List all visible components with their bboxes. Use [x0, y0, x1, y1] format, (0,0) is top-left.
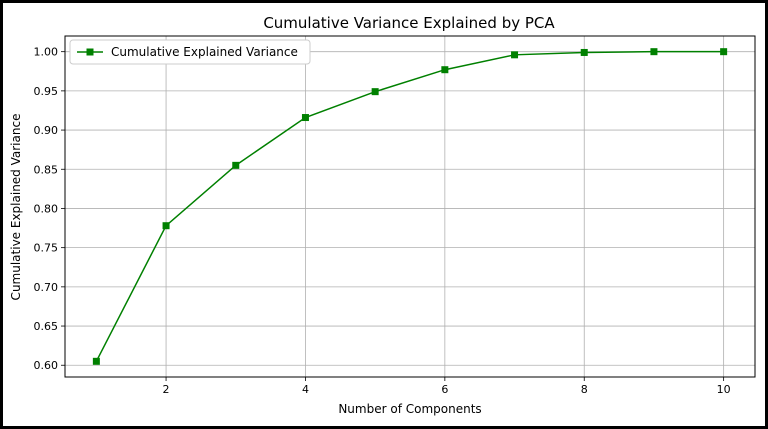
chart-svg: Cumulative Variance Explained by PCA 2 4 6…	[9, 14, 756, 416]
x-axis-title: Number of Components	[338, 402, 481, 416]
data-point-marker	[441, 66, 449, 74]
plot-area-border	[64, 35, 756, 378]
x-tick-label: 10	[717, 383, 731, 396]
series-layer	[92, 48, 728, 365]
data-point-marker	[371, 88, 379, 96]
data-point-marker	[650, 48, 658, 56]
y-tick-label: 0.60	[34, 359, 59, 372]
x-tick-label: 2	[163, 383, 170, 396]
legend: Cumulative Explained Variance	[69, 39, 311, 65]
series-line	[95, 50, 724, 362]
data-point-marker	[511, 51, 519, 59]
x-tick-label: 8	[581, 383, 588, 396]
x-tick-label: 6	[441, 383, 448, 396]
y-axis-title: Cumulative Explained Variance	[9, 114, 23, 301]
y-tick-label: 1.00	[34, 46, 59, 59]
y-tick-label: 0.65	[34, 320, 59, 333]
y-tick-label: 0.85	[34, 163, 59, 176]
y-tick-label: 0.70	[34, 281, 59, 294]
data-point-marker	[301, 114, 309, 122]
legend-label: Cumulative Explained Variance	[111, 45, 298, 59]
tick-layer: 2 4 6 8 10 0.60 0.65 0.70 0.75 0.80 0.85 0.90 0.95 1.…	[34, 46, 731, 396]
y-tick-label: 0.95	[34, 85, 59, 98]
data-point-marker	[720, 48, 728, 56]
data-point-marker	[232, 161, 240, 169]
data-point-marker	[162, 222, 170, 230]
grid-layer	[65, 36, 755, 377]
data-point-marker	[580, 48, 588, 56]
data-point-marker	[92, 357, 100, 365]
y-tick-label: 0.80	[34, 202, 59, 215]
legend-marker-sample	[86, 48, 94, 56]
y-tick-label: 0.75	[34, 242, 59, 255]
chart-title: Cumulative Variance Explained by PCA	[263, 14, 555, 32]
y-tick-label: 0.90	[34, 124, 59, 137]
legend-box	[69, 39, 311, 65]
chart-frame: Cumulative Variance Explained by PCA 2 4 6…	[3, 3, 765, 426]
x-tick-label: 4	[302, 383, 309, 396]
